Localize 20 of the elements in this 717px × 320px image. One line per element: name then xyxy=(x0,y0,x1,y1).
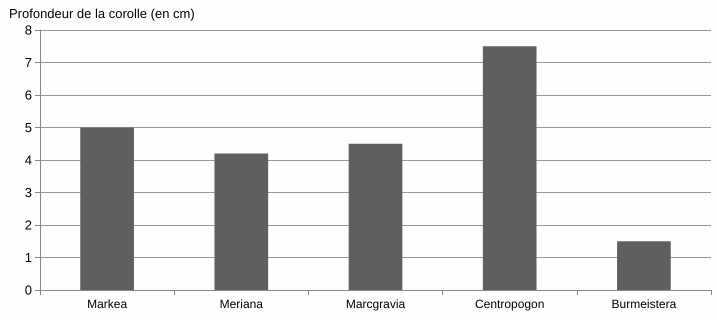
bar xyxy=(80,128,134,290)
y-tick-label: 7 xyxy=(24,55,32,70)
x-tick-label: Markea xyxy=(87,297,128,311)
y-tick-label: 3 xyxy=(24,185,32,200)
bar xyxy=(214,154,268,290)
y-tick-label: 2 xyxy=(24,218,32,232)
x-tick-label: Centropogon xyxy=(475,297,544,311)
x-tick-label: Meriana xyxy=(220,297,264,311)
bar xyxy=(348,144,402,290)
y-tick-label: 1 xyxy=(24,250,32,265)
x-tick-label: Marcgravia xyxy=(346,297,406,311)
y-axis-title: Profondeur de la corolle (en cm) xyxy=(9,6,195,21)
y-tick-label: 8 xyxy=(24,22,32,38)
y-tick-label: 5 xyxy=(24,120,32,135)
bar xyxy=(617,241,671,290)
y-tick-label: 4 xyxy=(24,152,32,168)
y-tick-label: 0 xyxy=(24,282,32,298)
bar xyxy=(482,46,537,290)
y-tick-label: 6 xyxy=(24,88,32,102)
x-tick-label: Burmeistera xyxy=(612,297,677,311)
